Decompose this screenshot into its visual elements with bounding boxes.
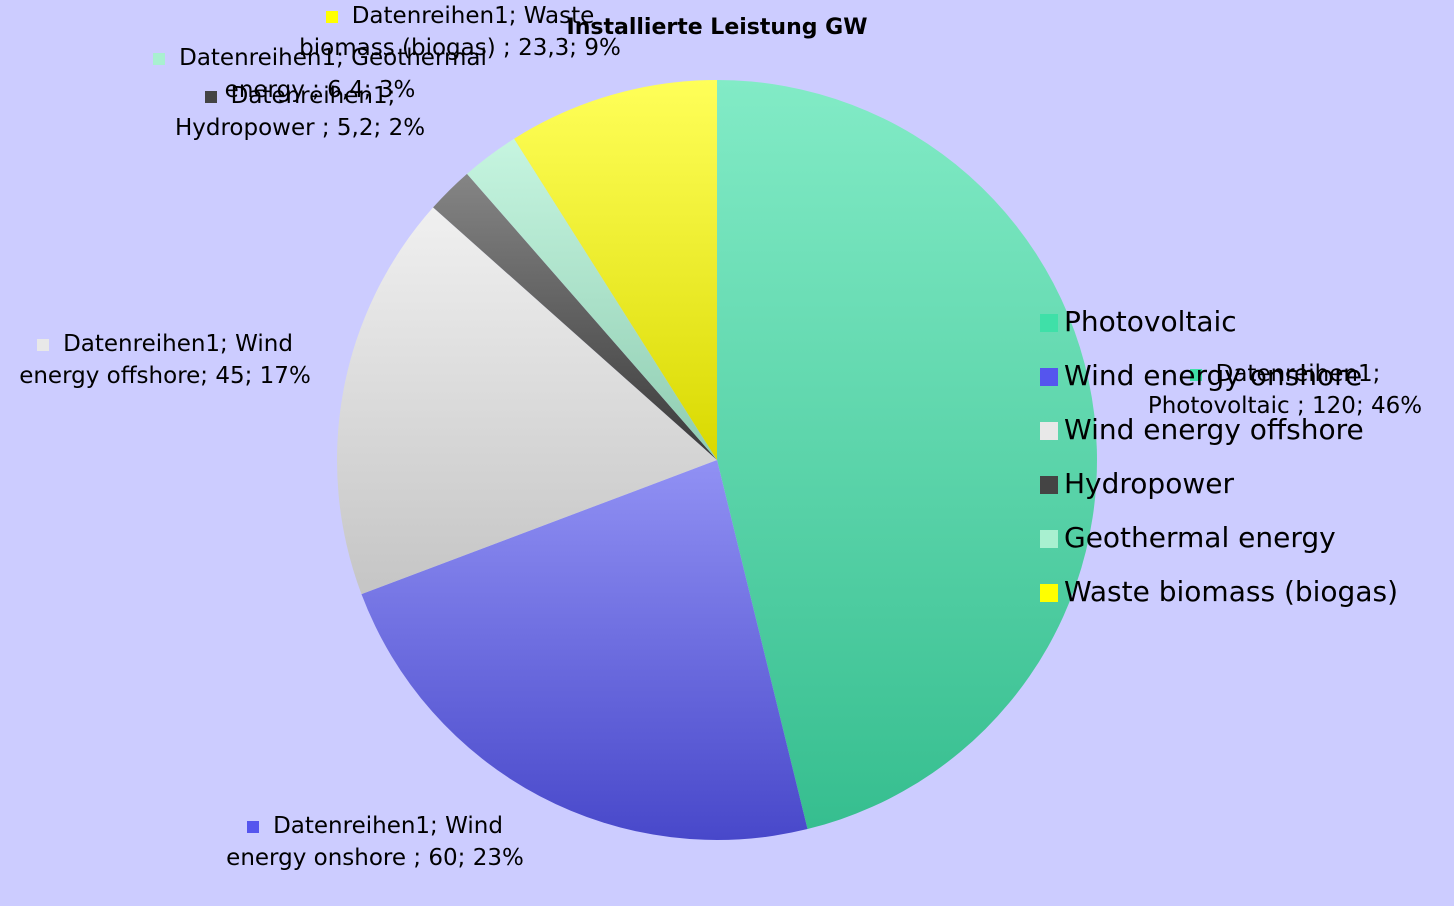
pie-slice	[433, 173, 717, 461]
label-marker	[1189, 368, 1202, 381]
pie-slice	[337, 207, 717, 595]
legend-swatch	[1040, 476, 1058, 494]
legend-entry: Wind energy offshore	[1040, 413, 1364, 447]
data-label-text: Datenreihen1; Photovoltaic ; 120; 46%	[1147, 361, 1423, 419]
label-marker	[247, 820, 260, 833]
legend-swatch	[1040, 530, 1058, 548]
data-label: Datenreihen1; Geothermal energy ; 6,4; 3…	[150, 42, 490, 106]
data-label-text: Datenreihen1; Hydropower ; 5,2; 2%	[174, 83, 426, 141]
label-marker	[37, 338, 50, 351]
data-label: Datenreihen1; Photovoltaic ; 120; 46%	[1145, 358, 1425, 422]
data-label: Datenreihen1; Wind energy onshore ; 60; …	[225, 810, 525, 874]
data-label: Datenreihen1; Waste biomass (biogas) ; 2…	[290, 0, 630, 64]
pie-slice	[467, 138, 717, 460]
legend-swatch	[1040, 584, 1058, 602]
legend-entry: Hydropower	[1040, 467, 1234, 501]
data-label: Datenreihen1; Wind energy offshore; 45; …	[10, 328, 320, 392]
data-label-text: Datenreihen1; Waste biomass (biogas) ; 2…	[299, 3, 621, 61]
data-label-text: Datenreihen1; Geothermal energy ; 6,4; 3…	[179, 45, 487, 103]
data-label: Datenreihen1; Hydropower ; 5,2; 2%	[160, 80, 440, 144]
legend-label: Wind energy onshore	[1064, 359, 1363, 392]
pie-slice	[514, 80, 717, 460]
legend-label: Hydropower	[1064, 467, 1234, 500]
chart-title: Installierte Leistung GW	[566, 15, 868, 40]
data-label-text: Datenreihen1; Wind energy onshore ; 60; …	[226, 813, 524, 871]
legend-label: Wind energy offshore	[1064, 413, 1364, 446]
label-marker	[153, 52, 166, 65]
label-marker	[204, 90, 217, 103]
label-marker	[325, 10, 338, 23]
legend-swatch	[1040, 368, 1058, 386]
legend-label: Waste biomass (biogas)	[1064, 575, 1398, 608]
legend-entry: Wind energy onshore	[1040, 359, 1362, 393]
data-label-text: Datenreihen1; Wind energy offshore; 45; …	[19, 331, 311, 389]
legend-swatch	[1040, 422, 1058, 440]
legend-entry: Geothermal energy	[1040, 521, 1336, 555]
legend-label: Geothermal energy	[1064, 521, 1336, 554]
pie-slice	[717, 80, 1098, 830]
pie-slice	[361, 460, 808, 841]
legend-swatch	[1040, 314, 1058, 332]
legend-entry: Photovoltaic	[1040, 305, 1237, 339]
legend-label: Photovoltaic	[1064, 305, 1237, 338]
legend-entry: Waste biomass (biogas)	[1040, 575, 1398, 609]
